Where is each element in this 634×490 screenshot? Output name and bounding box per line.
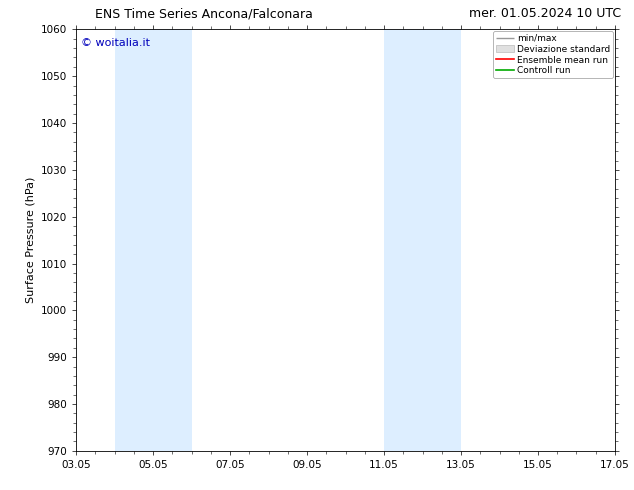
Text: ENS Time Series Ancona/Falconara: ENS Time Series Ancona/Falconara xyxy=(95,7,313,21)
Text: mer. 01.05.2024 10 UTC: mer. 01.05.2024 10 UTC xyxy=(469,7,621,21)
Bar xyxy=(384,29,461,451)
Y-axis label: Surface Pressure (hPa): Surface Pressure (hPa) xyxy=(25,177,36,303)
Text: © woitalia.it: © woitalia.it xyxy=(81,38,150,48)
Bar xyxy=(115,29,191,451)
Legend: min/max, Deviazione standard, Ensemble mean run, Controll run: min/max, Deviazione standard, Ensemble m… xyxy=(493,31,613,78)
